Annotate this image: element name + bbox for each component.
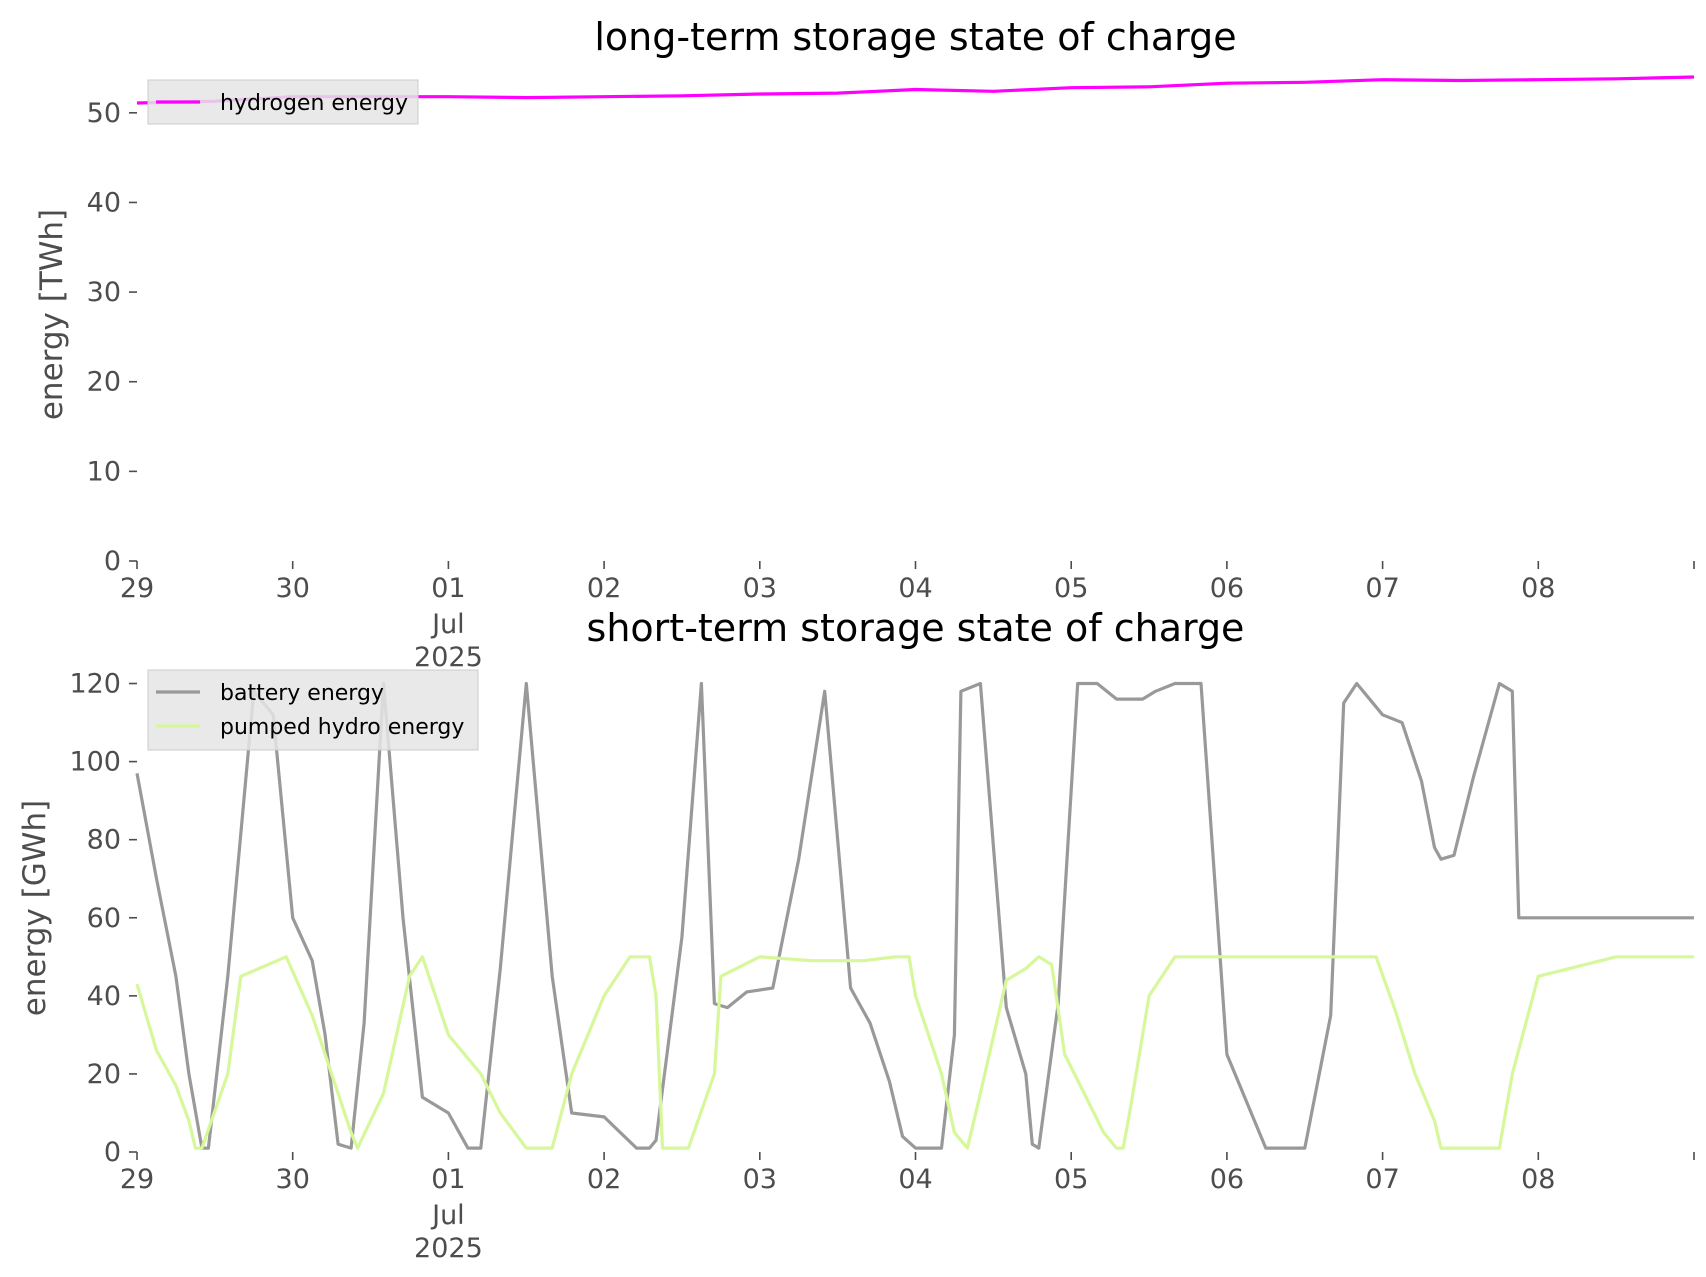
x-tick-label: 29: [120, 573, 154, 604]
x-tick-label: 08: [1521, 1164, 1555, 1195]
x-tick-label: 30: [276, 573, 310, 604]
y-tick-label: 10: [87, 456, 121, 487]
y-tick-label: 0: [104, 1137, 121, 1168]
x-tick-label: 03: [743, 1164, 777, 1195]
y-axis-label: energy [TWh]: [34, 209, 70, 420]
series-line-pumped-hydro-energy: [135, 955, 1694, 1150]
y-tick-label: 80: [87, 825, 121, 856]
legend-label: hydrogen energy: [220, 91, 408, 116]
y-tick-label: 40: [87, 981, 121, 1012]
x-tick-label: 01: [431, 573, 465, 604]
x-tick-label: 06: [1210, 573, 1244, 604]
chart-title: short-term storage state of charge: [587, 606, 1245, 650]
x-tick-label: 02: [587, 1164, 621, 1195]
y-tick-label: 30: [87, 277, 121, 308]
legend-box: [147, 669, 479, 751]
x-tick-label: 06: [1210, 1164, 1244, 1195]
x-tick-label: 04: [898, 1164, 932, 1195]
x-tick-label: 04: [898, 573, 932, 604]
x-tick-label: 05: [1054, 573, 1088, 604]
y-tick-label: 40: [87, 187, 121, 218]
x-tick-label: 05: [1054, 1164, 1088, 1195]
y-tick-label: 0: [104, 546, 121, 577]
x-tick-label: 07: [1365, 1164, 1399, 1195]
chart-panel-1: long-term storage state of charge energy …: [34, 15, 1695, 673]
y-tick-label: 100: [69, 747, 121, 778]
x-tick-label: 29: [120, 1164, 154, 1195]
x-tick-label: 30: [276, 1164, 310, 1195]
y-tick-label: 120: [69, 669, 121, 700]
x-tick-label: 01: [431, 1164, 465, 1195]
y-axis-label: energy [GWh]: [17, 800, 53, 1016]
chart-panel-2: short-term storage state of charge energy…: [17, 606, 1695, 1264]
x-tick-label: 02: [587, 573, 621, 604]
series-line-battery-energy: [135, 681, 1694, 1150]
x-tick-sublabel: 2025: [414, 1233, 483, 1264]
x-tick-label: 03: [743, 573, 777, 604]
x-tick-label: 08: [1521, 573, 1555, 604]
y-tick-label: 50: [87, 98, 121, 129]
y-tick-label: 20: [87, 367, 121, 398]
legend-label: battery energy: [220, 681, 384, 706]
x-tick-label: 07: [1365, 573, 1399, 604]
x-tick-sublabel: Jul: [430, 609, 465, 640]
x-tick-sublabel: 2025: [414, 642, 483, 673]
legend-label: pumped hydro energy: [220, 715, 464, 740]
y-tick-label: 20: [87, 1059, 121, 1090]
y-tick-label: 60: [87, 903, 121, 934]
x-tick-sublabel: Jul: [430, 1200, 465, 1231]
chart-title: long-term storage state of charge: [594, 15, 1236, 59]
legend-box: [147, 79, 419, 125]
